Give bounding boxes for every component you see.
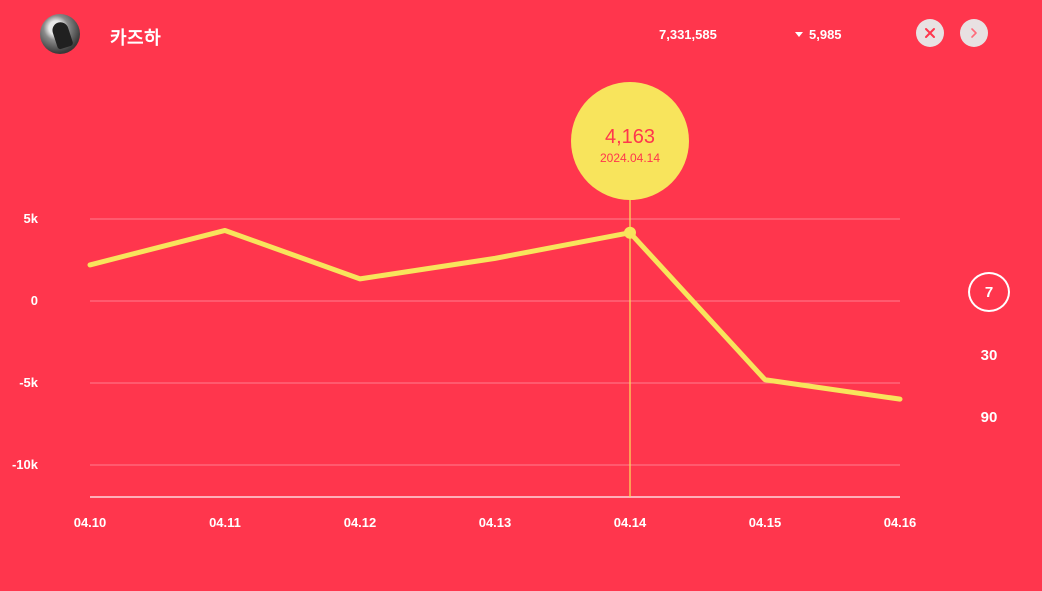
y-tick-label: -10k: [12, 457, 39, 472]
close-button[interactable]: [916, 19, 944, 47]
close-icon: [925, 28, 935, 38]
change-text: 5,985: [809, 27, 842, 42]
artist-name: 카즈하: [110, 28, 162, 48]
avatar[interactable]: [40, 14, 80, 54]
y-tick-label: 0: [31, 293, 38, 308]
x-tick-label: 04.15: [749, 515, 782, 530]
change-value: 5,985: [795, 27, 842, 42]
period-option[interactable]: 30: [980, 346, 998, 364]
tooltip-value: 4,163: [605, 126, 655, 148]
x-tick-label: 04.10: [74, 515, 107, 530]
total-count: 7,331,585: [659, 27, 717, 42]
chevron-right-icon: [971, 28, 977, 38]
header: 카즈하 7,331,585 5,985: [0, 0, 1042, 70]
period-option[interactable]: 7: [968, 272, 1010, 312]
tooltip-date: 2024.04.14: [600, 151, 660, 165]
x-tick-label: 04.13: [479, 515, 512, 530]
y-tick-label: 5k: [24, 211, 39, 226]
x-tick-label: 04.14: [614, 515, 647, 530]
period-option[interactable]: 90: [980, 408, 998, 426]
x-tick-label: 04.16: [884, 515, 917, 530]
y-tick-label: -5k: [19, 375, 39, 390]
next-button[interactable]: [960, 19, 988, 47]
series-line: [87, 227, 903, 402]
x-tick-label: 04.11: [209, 515, 241, 530]
data-point: [624, 226, 636, 239]
x-tick-label: 04.12: [344, 515, 377, 530]
tooltip-bubble: [571, 82, 689, 200]
down-arrow-icon: [795, 32, 803, 37]
